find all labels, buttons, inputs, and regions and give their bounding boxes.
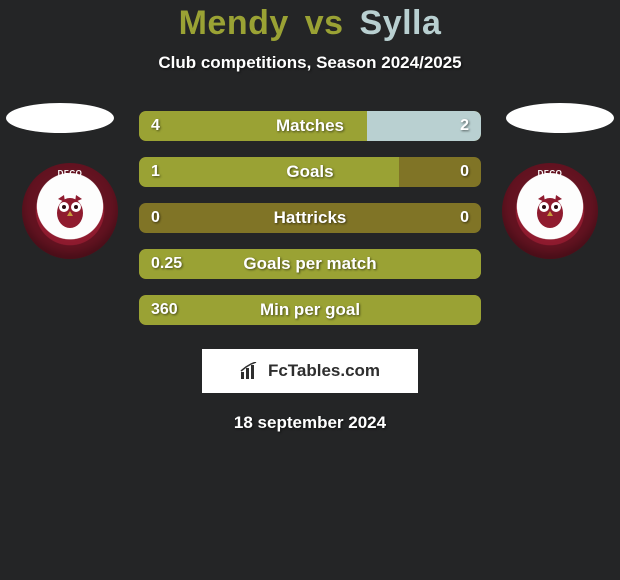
bar-row: 10Goals [139, 157, 481, 187]
crest-right-text: DFCO [502, 169, 598, 178]
comparison-bars: 42Matches 10Goals 00Hattricks 0.25Goals per… [139, 111, 481, 325]
attribution-box: FcTables.com [202, 349, 418, 393]
main-area: DFCO DFCO 42Matches10Goals00Hattricks0 [0, 111, 620, 325]
bar-label: Matches [139, 111, 481, 141]
owl-icon [528, 189, 572, 233]
chart-icon [240, 362, 262, 380]
bar-label: Min per goal [139, 295, 481, 325]
club-crest-right: DFCO [502, 163, 598, 259]
club-crest-left: DFCO [22, 163, 118, 259]
owl-icon [48, 189, 92, 233]
comparison-card: Mendy vs Sylla Club competitions, Season… [0, 0, 620, 433]
bar-row: 0.25Goals per match [139, 249, 481, 279]
crest-left-text: DFCO [22, 169, 118, 178]
attribution-text: FcTables.com [268, 361, 380, 381]
player1-name: Mendy [179, 4, 289, 42]
page-title: Mendy vs Sylla [0, 4, 620, 43]
spotlight-right [506, 103, 614, 133]
bar-row: 42Matches [139, 111, 481, 141]
bar-row: 00Hattricks [139, 203, 481, 233]
subtitle: Club competitions, Season 2024/2025 [0, 53, 620, 73]
bar-label: Goals [139, 157, 481, 187]
date-label: 18 september 2024 [0, 413, 620, 433]
bar-label: Hattricks [139, 203, 481, 233]
bar-row: 360Min per goal [139, 295, 481, 325]
bar-label: Goals per match [139, 249, 481, 279]
spotlight-left [6, 103, 114, 133]
vs-label: vs [305, 4, 344, 42]
player2-name: Sylla [360, 4, 442, 42]
